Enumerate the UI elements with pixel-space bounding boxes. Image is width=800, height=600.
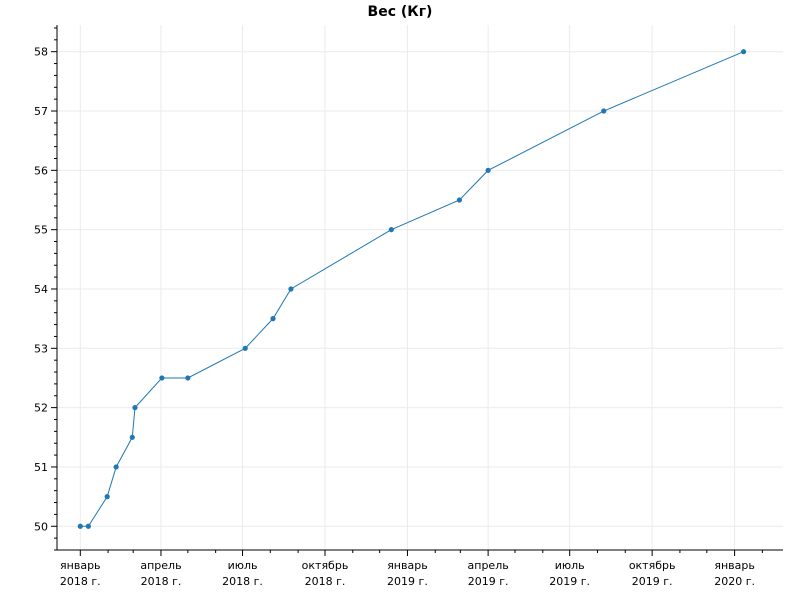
x-tick-label-year: 2019 г. — [387, 575, 428, 588]
x-tick-label-month: октябрь — [629, 559, 676, 572]
data-point — [159, 375, 165, 381]
y-tick-label: 54 — [34, 283, 48, 296]
x-tick-label-year: 2019 г. — [468, 575, 509, 588]
data-point — [388, 227, 394, 233]
data-point — [242, 345, 248, 351]
y-tick-label: 52 — [34, 402, 48, 415]
x-tick-label-month: июль — [555, 559, 585, 572]
data-point — [113, 464, 119, 470]
x-tick-label-year: 2019 г. — [632, 575, 673, 588]
data-point — [740, 49, 747, 55]
x-tick-label-month: апрель — [468, 559, 509, 572]
y-tick-label: 58 — [34, 46, 48, 59]
y-tick-label: 56 — [34, 164, 48, 177]
x-tick-label-month: октябрь — [302, 559, 349, 572]
data-point — [288, 286, 294, 292]
y-tick-label: 57 — [34, 105, 48, 118]
y-tick-label: 51 — [34, 461, 48, 474]
y-tick-label: 55 — [34, 224, 48, 237]
data-point — [132, 405, 138, 411]
x-tick-label-month: июль — [228, 559, 258, 572]
data-point — [85, 523, 91, 529]
x-tick-label-month: январь — [387, 559, 428, 572]
series-line — [80, 51, 744, 527]
data-point — [185, 375, 191, 381]
data-point — [456, 197, 463, 203]
x-tick-label-month: апрель — [140, 559, 181, 572]
data-point — [601, 108, 607, 114]
axes-layer: 50 51 52 53 54 55 56 57 58 январь 2018 г. апрель 201… — [34, 25, 783, 588]
y-tick-label: 50 — [34, 520, 48, 533]
x-tick-label-year: 2019 г. — [549, 575, 590, 588]
x-tick-label-year: 2018 г. — [60, 575, 101, 588]
grid-layer — [57, 25, 783, 550]
x-tick-label-year: 2018 г. — [141, 575, 182, 588]
data-point — [485, 167, 491, 173]
data-point — [104, 494, 110, 500]
data-point — [129, 434, 135, 440]
data-point — [270, 316, 276, 322]
x-tick-label-year: 2020 г. — [714, 575, 755, 588]
x-tick-label-month: январь — [60, 559, 101, 572]
series-layer — [77, 49, 747, 529]
x-tick-label-month: январь — [714, 559, 755, 572]
x-tick-label-year: 2018 г. — [222, 575, 263, 588]
x-tick-label-year: 2018 г. — [305, 575, 346, 588]
y-tick-label: 53 — [34, 342, 48, 355]
data-point — [77, 523, 83, 529]
chart-title: Вес (Кг) — [367, 4, 433, 20]
